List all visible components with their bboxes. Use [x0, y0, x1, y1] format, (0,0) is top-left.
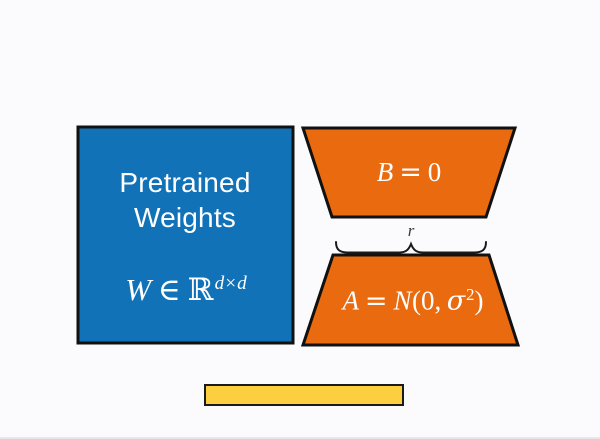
- element-of-symbol: ∈: [157, 272, 181, 308]
- pretrained-weights-label: Pretrained Weights: [119, 165, 250, 235]
- pretrained-weights-formula: W ∈ ℝd×d: [125, 272, 246, 308]
- formula-a-close: ): [474, 285, 484, 316]
- sigma-squared-superscript: 2: [466, 285, 475, 304]
- matrix-b-formula: B = 0: [377, 157, 442, 188]
- equals-symbol-b: =: [399, 157, 422, 188]
- formula-b-var: B: [376, 157, 394, 187]
- equals-symbol-a: =: [364, 285, 388, 317]
- pretrained-weights-box: [76, 125, 295, 345]
- matrix-b-trapezoid: [300, 126, 518, 219]
- rank-brace: [335, 241, 487, 254]
- dimension-superscript: d×d: [214, 272, 247, 294]
- update-bar: [204, 384, 404, 406]
- bottom-edge-line: [0, 437, 600, 439]
- formula-w-var: W: [125, 272, 152, 307]
- pretrained-label-line1: Pretrained: [119, 167, 251, 198]
- formula-a-var: A: [342, 285, 359, 316]
- formula-b-value: 0: [427, 157, 442, 187]
- formula-a-open: (0,: [412, 285, 442, 316]
- matrix-a-formula: A = N(0, σ2): [342, 285, 483, 317]
- normal-distribution-symbol: N: [393, 285, 413, 316]
- sigma-symbol: σ: [446, 285, 466, 317]
- pretrained-label-line2: Weights: [133, 202, 237, 233]
- rank-label: r: [407, 221, 415, 240]
- matrix-a-trapezoid: [300, 253, 521, 347]
- real-numbers-symbol: ℝ: [187, 272, 214, 308]
